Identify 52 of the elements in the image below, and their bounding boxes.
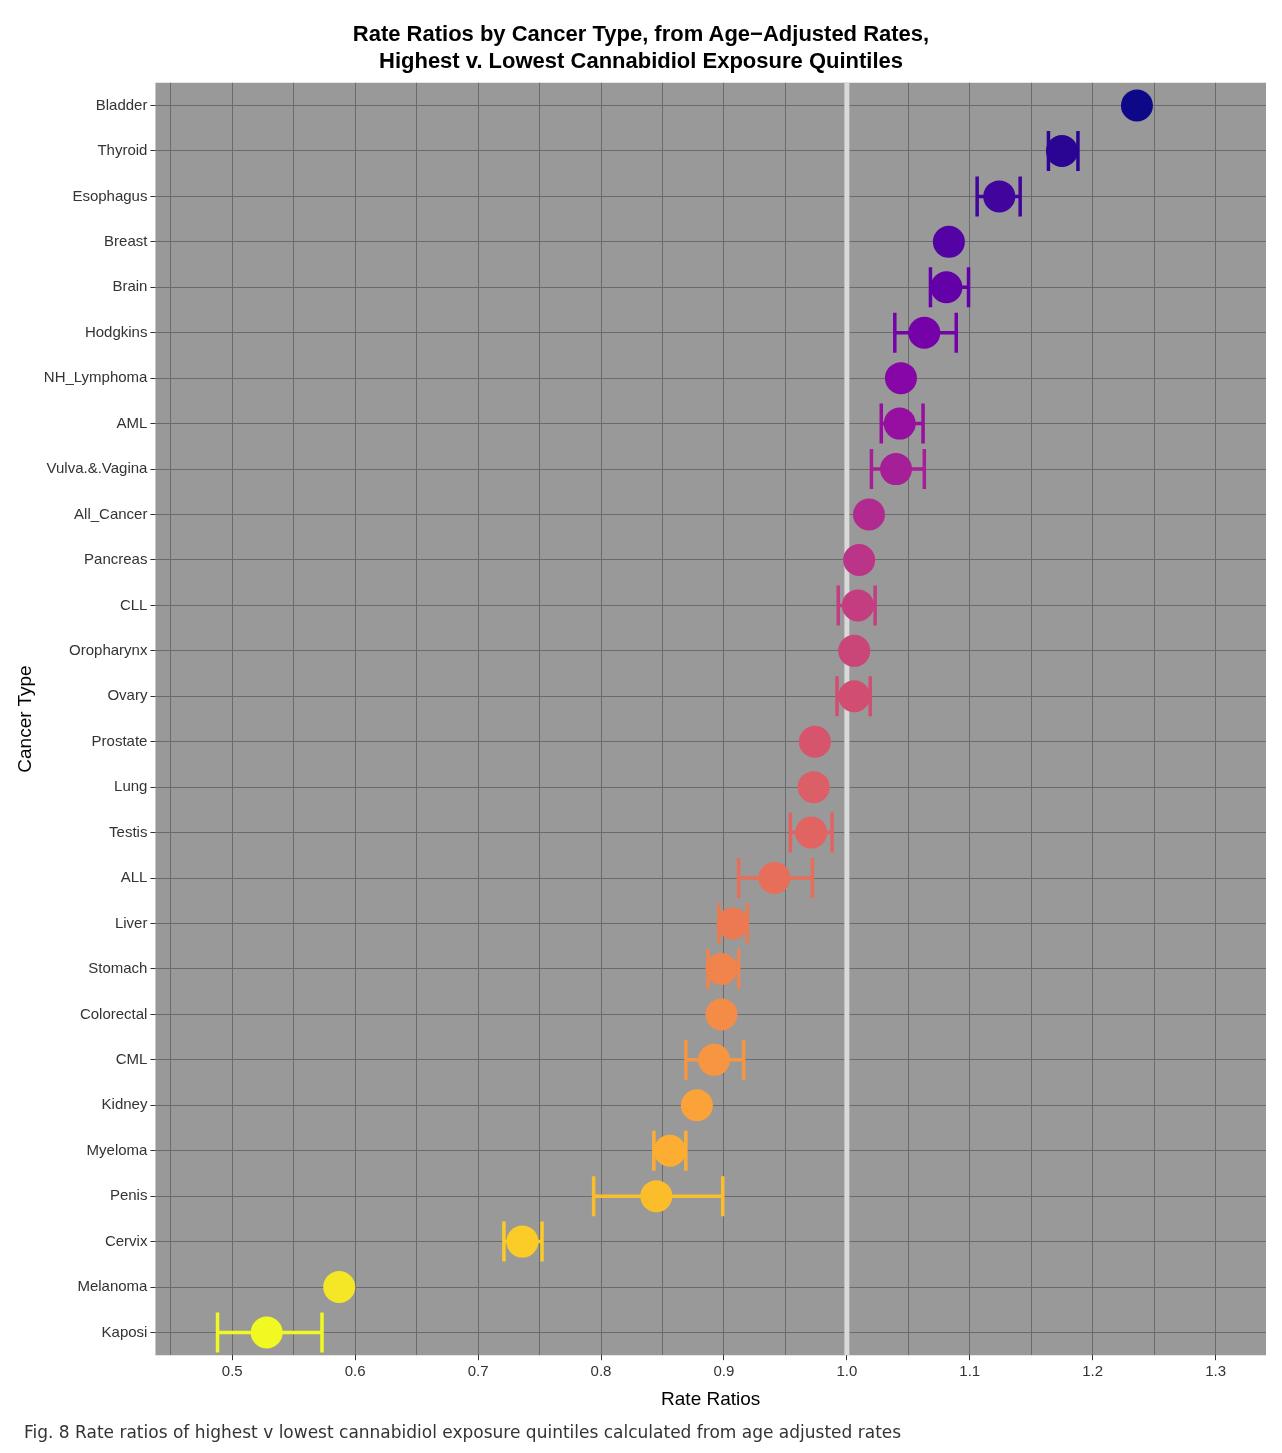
point <box>932 225 965 258</box>
x-tick-label: 1.3 <box>1205 1362 1227 1380</box>
y-tick-label: Pancreas <box>84 550 148 568</box>
y-tick-label: CLL <box>119 595 148 613</box>
y-tick-label: Bladder <box>95 95 148 113</box>
y-tick-label: ALL <box>120 868 148 886</box>
point <box>680 1089 713 1122</box>
point <box>884 362 917 395</box>
y-axis-title: Cancer Type <box>13 665 35 773</box>
x-tick-label: 0.8 <box>590 1362 612 1380</box>
point <box>797 771 830 804</box>
y-tick-label: Cervix <box>104 1231 148 1249</box>
y-tick-label: Stomach <box>88 959 148 977</box>
x-tick-label: 0.7 <box>467 1362 489 1380</box>
y-tick-label: All_Cancer <box>74 504 148 522</box>
caption: Fig. 8 Rate ratios of highest v lowest cannabidiol exposure quintiles calculated from age adjusted rates <box>24 1422 902 1442</box>
x-axis-title: Rate Ratios <box>661 1387 761 1409</box>
y-tick-label: Esophagus <box>72 186 148 204</box>
y-tick-label: CML <box>115 1049 148 1067</box>
y-tick-label: Melanoma <box>77 1277 149 1295</box>
y-tick-label: Penis <box>109 1186 148 1204</box>
point <box>323 1271 356 1304</box>
y-tick-label: Lung <box>114 777 148 795</box>
point <box>843 543 876 576</box>
x-tick-label: 0.6 <box>344 1362 366 1380</box>
x-tick-label: 0.5 <box>221 1362 243 1380</box>
x-tick-label: 0.9 <box>713 1362 735 1380</box>
y-tick-label: Ovary <box>107 686 148 704</box>
y-tick-label: Oropharynx <box>69 640 148 658</box>
y-tick-label: Kidney <box>101 1095 148 1113</box>
point <box>1120 89 1153 122</box>
y-tick-label: Colorectal <box>79 1004 148 1022</box>
y-tick-label: Hodgkins <box>84 322 148 340</box>
y-tick-label: Prostate <box>91 731 148 749</box>
x-tick-label: 1.2 <box>1082 1362 1104 1380</box>
point <box>838 634 871 667</box>
y-tick-label: Myeloma <box>86 1140 149 1158</box>
x-tick-label: 1.0 <box>836 1362 858 1380</box>
point <box>798 725 831 758</box>
y-tick-label: Brain <box>112 277 148 295</box>
chart-title: Rate Ratios by Cancer Type, from Age−Adjusted Rates, Highest v. Lowest Cannabidiol Exposure Quintiles <box>352 21 930 73</box>
y-tick-label: Testis <box>109 822 148 840</box>
point <box>852 498 885 531</box>
y-tick-label: Kaposi <box>101 1322 148 1340</box>
y-tick-label: Thyroid <box>97 141 148 159</box>
y-tick-label: Liver <box>114 913 148 931</box>
y-tick-label: Breast <box>104 231 149 249</box>
point <box>705 998 738 1031</box>
y-tick-label: AML <box>116 413 148 431</box>
y-tick-label: NH_Lymphoma <box>43 368 149 386</box>
y-tick-label: Vulva.&.Vagina <box>46 459 149 477</box>
x-tick-label: 1.1 <box>959 1362 981 1380</box>
